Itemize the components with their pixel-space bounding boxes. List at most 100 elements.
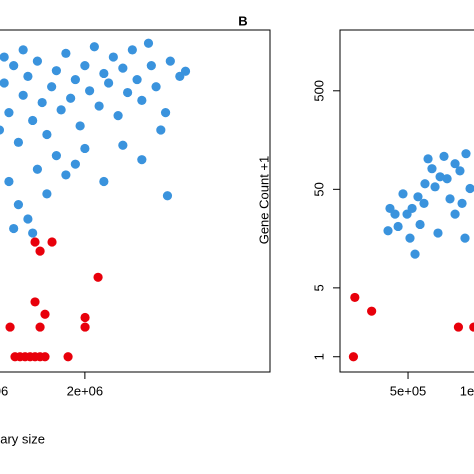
point xyxy=(162,191,173,201)
point xyxy=(383,226,393,236)
point xyxy=(30,297,40,307)
point xyxy=(32,56,43,66)
point xyxy=(0,78,9,88)
point xyxy=(450,209,460,219)
point xyxy=(453,322,464,332)
point xyxy=(423,154,433,164)
point xyxy=(450,159,460,169)
point xyxy=(37,97,47,108)
point xyxy=(398,189,408,199)
point xyxy=(47,237,57,247)
point xyxy=(132,74,142,85)
point xyxy=(40,352,50,362)
point xyxy=(5,322,15,332)
point xyxy=(61,48,71,58)
point xyxy=(160,108,171,118)
point xyxy=(413,192,423,202)
point xyxy=(348,352,359,362)
point xyxy=(32,164,43,174)
point xyxy=(415,219,425,230)
point xyxy=(66,93,76,103)
point xyxy=(122,87,133,98)
y-tick-label: 5 xyxy=(311,284,326,291)
point xyxy=(407,203,417,214)
point xyxy=(127,45,137,55)
point xyxy=(70,74,80,85)
point xyxy=(445,194,455,204)
plot-frame xyxy=(0,29,271,373)
point xyxy=(350,292,360,303)
point xyxy=(4,176,14,187)
point xyxy=(151,82,161,92)
point xyxy=(9,61,19,71)
point xyxy=(18,45,28,55)
point xyxy=(18,90,28,100)
point xyxy=(427,164,437,174)
point xyxy=(118,140,128,150)
x-tick-label: 1e+06 xyxy=(0,383,8,398)
point xyxy=(42,129,52,140)
point xyxy=(165,56,175,66)
point xyxy=(75,121,85,131)
point xyxy=(51,66,61,76)
point xyxy=(410,249,420,259)
x-tick-label: 1e+06 xyxy=(460,383,474,398)
point xyxy=(61,170,71,180)
point xyxy=(99,176,109,187)
x-tick-label: 2e+06 xyxy=(67,383,104,398)
point xyxy=(442,174,452,184)
point xyxy=(80,322,90,332)
point xyxy=(63,352,73,362)
point xyxy=(0,52,9,62)
point xyxy=(420,179,430,189)
point xyxy=(93,272,103,282)
point xyxy=(28,228,38,238)
point xyxy=(56,105,66,115)
point xyxy=(0,125,5,135)
point xyxy=(469,322,474,332)
point xyxy=(23,71,33,81)
point xyxy=(156,125,166,135)
point xyxy=(47,82,57,92)
point xyxy=(28,115,38,126)
point xyxy=(80,312,90,323)
point xyxy=(35,322,45,332)
point xyxy=(80,143,90,154)
point xyxy=(9,223,19,234)
panel-label: B xyxy=(238,13,247,28)
point xyxy=(89,42,99,52)
x-tick-label: 5e+05 xyxy=(390,383,427,398)
point xyxy=(13,137,24,147)
point xyxy=(85,86,95,96)
y-axis-label: Gene Count +1 xyxy=(256,156,271,245)
point xyxy=(143,38,154,48)
y-tick-label: 50 xyxy=(311,182,326,196)
point xyxy=(455,166,465,176)
point xyxy=(433,228,443,238)
point xyxy=(435,172,445,182)
y-tick-label: 1 xyxy=(311,353,326,360)
point xyxy=(99,68,109,79)
point xyxy=(80,61,90,71)
point xyxy=(42,189,52,199)
plot-frame xyxy=(339,29,474,373)
point xyxy=(4,108,14,118)
point xyxy=(40,309,50,319)
point xyxy=(30,237,40,247)
point xyxy=(439,151,449,161)
point xyxy=(465,183,474,194)
x-axis-label: Library size xyxy=(0,431,45,446)
point xyxy=(419,198,429,208)
point xyxy=(94,101,104,111)
point xyxy=(35,246,45,256)
point xyxy=(461,149,471,159)
point xyxy=(137,95,147,105)
point xyxy=(405,233,415,243)
point xyxy=(390,209,400,219)
point xyxy=(51,150,61,161)
point xyxy=(70,159,80,169)
point xyxy=(146,61,156,71)
point xyxy=(457,198,467,208)
point xyxy=(430,182,440,192)
